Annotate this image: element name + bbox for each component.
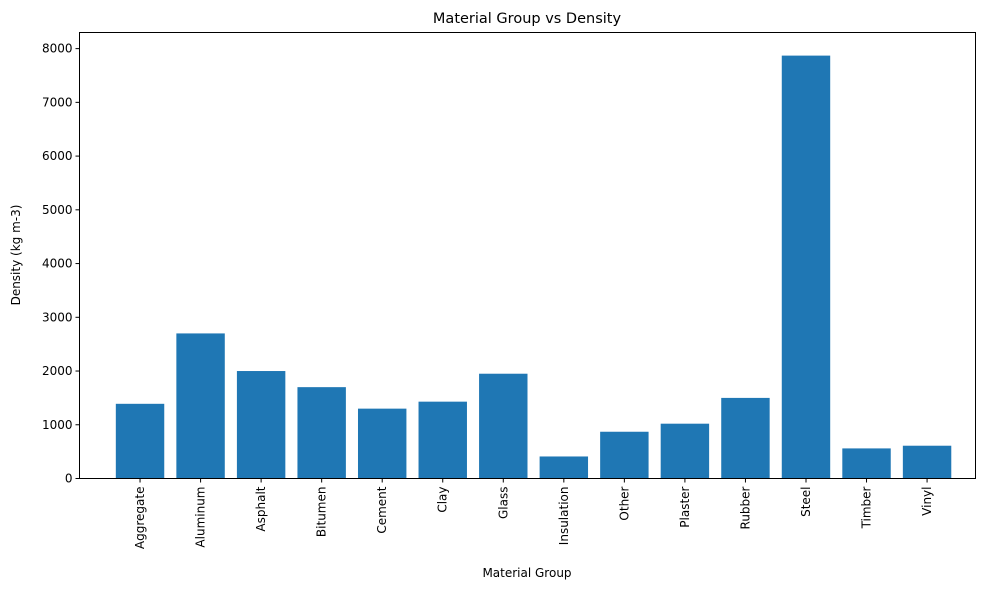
x-tick-label: Cement: [375, 486, 389, 533]
x-tick-label: Steel: [799, 487, 813, 517]
x-tick-label: Clay: [436, 487, 450, 513]
plot-frame: [79, 32, 976, 479]
bar-insulation: [539, 456, 589, 479]
y-tick-label: 3000: [42, 310, 73, 324]
y-tick-label: 4000: [42, 257, 73, 271]
bar-timber: [842, 448, 891, 479]
y-tick-label: 6000: [42, 149, 73, 163]
x-axis-label: Material Group: [482, 566, 571, 580]
bar-bitumen: [297, 387, 346, 479]
x-tick-label: Plaster: [678, 486, 692, 527]
chart-title: Material Group vs Density: [433, 11, 622, 27]
x-tick-label: Glass: [496, 487, 510, 519]
y-tick-label: 8000: [42, 42, 73, 56]
bar-aggregate: [115, 403, 165, 479]
bar-vinyl: [902, 445, 952, 479]
x-tick-label: Asphalt: [254, 486, 268, 531]
bar-clay: [418, 401, 467, 479]
x-tick-label: Timber: [860, 486, 874, 529]
x-axis: Aggregate Aluminum Asphalt Bitumen Cement Cla…: [133, 478, 934, 550]
bar-steel: [781, 55, 831, 479]
y-tick-label: 0: [65, 472, 73, 486]
y-tick-label: 2000: [42, 364, 73, 378]
bar-rubber: [721, 397, 770, 479]
y-axis-label: Density (kg m-3): [9, 205, 23, 306]
y-tick-label: 7000: [42, 95, 73, 109]
x-tick-label: Other: [617, 486, 631, 520]
x-tick-label: Aggregate: [133, 487, 147, 550]
y-tick-label: 1000: [42, 418, 73, 432]
bar-other: [600, 431, 649, 479]
x-tick-label: Bitumen: [315, 487, 329, 538]
bar-asphalt: [236, 371, 286, 479]
bars-group: [115, 55, 952, 479]
x-tick-label: Rubber: [738, 486, 752, 529]
x-tick-label: Aluminum: [194, 487, 208, 548]
bar-cement: [357, 408, 407, 479]
bar-aluminum: [176, 333, 225, 479]
x-tick-label: Vinyl: [920, 487, 934, 516]
bar-plaster: [660, 423, 710, 479]
y-axis: 0 1000 2000 3000 4000 5000 6000 7000 8000: [42, 42, 80, 486]
bar-glass: [479, 373, 528, 479]
x-tick-label: Insulation: [557, 487, 571, 546]
y-tick-label: 5000: [42, 203, 73, 217]
